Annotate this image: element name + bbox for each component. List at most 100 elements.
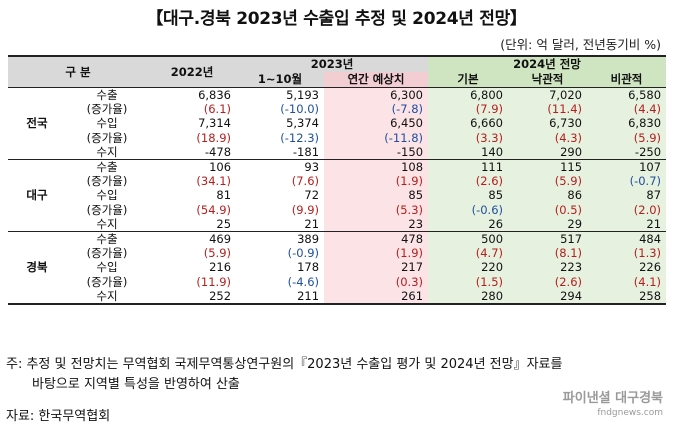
table-cell: (1.5): [428, 274, 509, 289]
table-cell: 29: [508, 216, 588, 232]
table-cell: (-0.7): [587, 174, 667, 189]
table-cell: 223: [508, 260, 588, 275]
table-cell: (18.9): [196, 130, 232, 145]
table-cell: (4.7): [428, 246, 509, 261]
table-cell: (9.9): [291, 202, 320, 217]
table-row: (증가율) (5.9) (-0.9) (1.9) (4.7) (8.1) (1.3): [8, 246, 667, 261]
table-cell: (0.3): [324, 274, 429, 289]
table-cell: 6,800: [428, 87, 509, 103]
row-label: 수지: [96, 144, 118, 159]
table-cell: (-10.0): [280, 102, 320, 117]
table-cell: (4.4): [587, 102, 667, 117]
table-cell: 6,450: [324, 116, 429, 131]
table-cell: (7.9): [428, 102, 509, 117]
row-label: 수입: [96, 188, 118, 203]
table-cell: (34.1): [196, 174, 232, 189]
table-cell: (3.3): [428, 130, 509, 145]
table-cell: 26: [428, 216, 509, 232]
table-cell: 469: [209, 232, 232, 247]
table-cell: 280: [428, 288, 509, 305]
row-label: (증가율): [86, 246, 128, 261]
table-cell: (2.0): [587, 202, 667, 217]
row-label: 수출: [96, 88, 118, 102]
table-cell: 216: [209, 260, 232, 275]
table-cell: 81: [216, 188, 232, 203]
table-cell: 85: [428, 188, 509, 203]
table-row: (증가율) (18.9) (-12.3) (-11.8) (3.3) (4.3) (5.9): [8, 130, 667, 145]
table-cell: 517: [508, 231, 588, 247]
table-cell: 5,374: [286, 116, 320, 131]
table-cell: (0.5): [508, 202, 588, 217]
table-cell: 6,660: [428, 116, 509, 131]
table-cell: 108: [324, 159, 429, 175]
header-base: 기본: [428, 72, 509, 88]
row-label: (증가율): [86, 130, 128, 145]
table-cell: 6,730: [508, 116, 588, 131]
table-cell: 220: [428, 260, 509, 275]
row-label: 수입: [96, 260, 118, 275]
table-cell: 106: [209, 160, 232, 175]
table-cell: 484: [587, 231, 667, 247]
table-cell: 294: [508, 288, 588, 305]
table-cell: 111: [428, 159, 509, 175]
table-body: 전국 수출 6,836 5,193 6,300 6,800 7,020 6,580 (증가율)(…: [8, 87, 667, 305]
table-row: (증가율) (6.1) (-10.0) (-7.8) (7.9) (11.4) (4.4): [8, 102, 667, 117]
header-jan-oct: 1~10월: [236, 72, 325, 88]
table-cell: 211: [297, 288, 320, 303]
table-row: 수지 252 211 261 280 294 258: [8, 288, 667, 305]
table-row: 대구 수출 106 93 108 111 115 107: [8, 159, 667, 202]
table-cell: (4.1): [587, 274, 667, 289]
row-label: 수지: [96, 216, 118, 231]
table-cell: (1.3): [587, 246, 667, 261]
unit-note: (단위: 억 달러, 전년동기비 %): [500, 37, 661, 52]
table-cell: 290: [508, 144, 588, 160]
table-row: 수지 25 21 23 26 29 21: [8, 216, 667, 232]
table-cell: 6,830: [587, 116, 667, 131]
footnote-line-1: 주: 추정 및 전망치는 무역협회 국제무역통상연구원의『2023년 수출입 평…: [6, 357, 563, 372]
row-label: (증가율): [86, 202, 128, 217]
table-cell: (2.6): [428, 174, 509, 189]
source-note: 자료: 한국무역협회: [6, 409, 111, 424]
table-cell: (-4.6): [287, 274, 320, 289]
table-cell: (-0.6): [428, 202, 509, 217]
table-row: (증가율) (54.9) (9.9) (5.3) (-0.6) (0.5) (2.0): [8, 202, 667, 217]
table-cell: 21: [304, 216, 320, 231]
table-cell: 500: [428, 231, 509, 247]
table-cell: (11.4): [508, 102, 588, 117]
table-cell: 140: [428, 144, 509, 160]
table-row: (증가율) (11.9) (-4.6) (0.3) (1.5) (2.6) (4.1): [8, 274, 667, 289]
table-cell: 6,580: [587, 87, 667, 103]
table-cell: 261: [324, 288, 429, 305]
row-label: 수지: [96, 288, 118, 303]
table-row: (증가율) (34.1) (7.6) (1.9) (2.6) (5.9) (-0.7): [8, 174, 667, 189]
table-cell: (1.9): [324, 246, 429, 261]
table-cell: (1.9): [324, 174, 429, 189]
table-cell: (5.3): [324, 202, 429, 217]
region-label: 전국: [26, 116, 48, 131]
row-label: (증가율): [86, 274, 128, 289]
table-cell: -181: [292, 144, 320, 159]
table-cell: -250: [587, 144, 667, 160]
table-cell: 87: [587, 188, 667, 203]
table-row: 수입 81 72 85 85 86 87: [8, 188, 667, 203]
table-cell: 6,836: [198, 88, 232, 102]
table-cell: 226: [587, 260, 667, 275]
table-cell: 478: [324, 231, 429, 247]
table-cell: (-7.8): [324, 102, 429, 117]
table-cell: 93: [304, 160, 320, 175]
header-2022: 2022년: [148, 56, 237, 88]
table-cell: (-12.3): [280, 130, 320, 145]
trade-table: 구 분 2022년 2023년 2024년 전망 1~10월 연간 예상치 기본…: [8, 55, 667, 305]
table-row: 경북 수출 469 389 478 500 517 484: [8, 231, 667, 274]
table-cell: 252: [209, 288, 232, 303]
table-cell: 25: [216, 216, 232, 231]
table-cell: 23: [324, 216, 429, 232]
table-cell: 7,314: [198, 116, 232, 131]
table-cell: 72: [304, 188, 320, 203]
table-cell: 5,193: [286, 88, 320, 102]
table-cell: -150: [324, 144, 429, 160]
header-2023: 2023년: [236, 56, 429, 72]
row-label: (증가율): [86, 174, 128, 189]
header-annual-estimate: 연간 예상치: [324, 72, 429, 88]
page-title: 【대구.경북 2023년 수출입 추정 및 2024년 전망】: [146, 9, 527, 29]
